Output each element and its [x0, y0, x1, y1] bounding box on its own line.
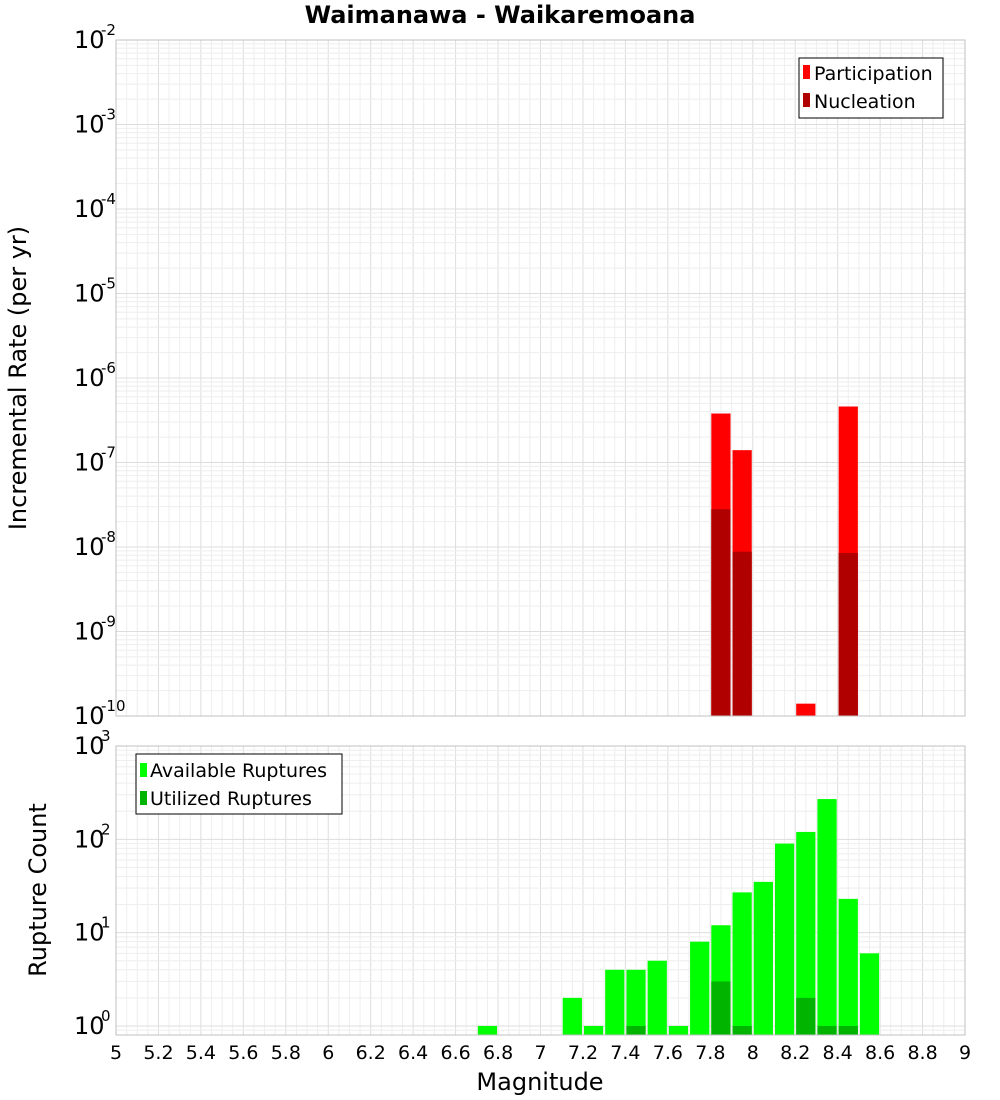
count-y-tick-label: 10: [74, 1012, 105, 1040]
rate-y-tick-exponent: -6: [101, 359, 116, 377]
count-y-axis-label: Rupture Count: [24, 803, 52, 977]
rate-bar-nucleation: [711, 509, 731, 716]
count-bar-utilized-ruptures: [711, 981, 731, 1035]
legend-swatch-utilized: [140, 791, 147, 805]
rate-bar-participation: [796, 703, 816, 716]
x-tick-label: 8.8: [907, 1042, 937, 1064]
x-tick-label: 8.6: [865, 1042, 895, 1064]
x-tick-label: 8.4: [823, 1042, 853, 1064]
rate-bar-nucleation: [732, 551, 752, 716]
count-bar-available-ruptures: [647, 960, 667, 1035]
x-tick-label: 5.6: [228, 1042, 258, 1064]
count-y-tick-label: 10: [74, 732, 105, 760]
rate-y-tick-label: 10: [74, 449, 105, 477]
rate-y-tick-label: 10: [74, 195, 105, 223]
x-tick-label: 5: [110, 1042, 122, 1064]
rate-y-tick-exponent: -5: [101, 275, 116, 293]
rate-gridlines: [115, 39, 966, 717]
count-bar-utilized-ruptures: [838, 1025, 858, 1035]
rate-y-tick-label: 10: [74, 618, 105, 646]
count-bar-available-ruptures: [796, 831, 816, 1035]
chart-title: Waimanawa - Waikaremoana: [305, 1, 696, 29]
legend-label-participation: Participation: [814, 63, 933, 85]
rate-y-tick-exponent: -8: [101, 528, 116, 546]
x-tick-label: 8: [747, 1042, 759, 1064]
legend-label-utilized: Utilized Ruptures: [150, 788, 312, 810]
rate-legend-box: [798, 57, 944, 119]
x-tick-label: 7.8: [695, 1042, 725, 1064]
rate-y-tick-exponent: -10: [101, 697, 126, 715]
legend-swatch-participation: [803, 65, 810, 79]
count-bar-utilized-ruptures: [817, 1025, 837, 1035]
rate-y-tick-label: 10: [74, 280, 105, 308]
rate-y-tick-label: 10: [74, 702, 105, 730]
count-bar-available-ruptures: [774, 843, 795, 1035]
count-bar-available-ruptures: [859, 953, 880, 1035]
count-bar-available-ruptures: [562, 997, 582, 1035]
count-bar-available-ruptures: [583, 1025, 604, 1035]
rate-y-tick-label: 10: [74, 364, 105, 392]
rate-y-tick-exponent: -2: [101, 21, 116, 39]
count-y-tick-exponent: 1: [101, 914, 111, 932]
x-axis-label: Magnitude: [476, 1068, 603, 1096]
rate-y-tick-label: 10: [74, 111, 105, 139]
count-bars: [477, 799, 880, 1035]
x-tick-label: 6.2: [356, 1042, 386, 1064]
x-tick-label: 6.4: [398, 1042, 428, 1064]
count-plot-frame: [115, 745, 966, 1036]
x-tick-label: 7.2: [568, 1042, 598, 1064]
x-tick-label: 9: [959, 1042, 971, 1064]
count-bar-available-ruptures: [838, 898, 858, 1035]
x-tick-label: 6: [322, 1042, 334, 1064]
count-legend: Available Ruptures Utilized Ruptures: [135, 753, 343, 815]
x-tick-label: 6.6: [440, 1042, 470, 1064]
count-bar-available-ruptures: [626, 969, 646, 1035]
count-bar-available-ruptures: [477, 1025, 498, 1035]
count-bar-utilized-ruptures: [732, 1025, 752, 1035]
count-bar-utilized-ruptures: [796, 997, 816, 1035]
count-y-tick-exponent: 2: [101, 820, 111, 838]
count-bar-available-ruptures: [732, 892, 752, 1035]
legend-swatch-nucleation: [803, 93, 810, 107]
count-legend-box: [135, 753, 343, 815]
legend-label-nucleation: Nucleation: [814, 91, 916, 113]
legend-swatch-available: [140, 763, 147, 777]
x-tick-label: 6.8: [483, 1042, 513, 1064]
rate-y-tick-label: 10: [74, 26, 105, 54]
count-bar-available-ruptures: [753, 881, 773, 1035]
x-tick-label: 5.8: [271, 1042, 301, 1064]
x-tick-label: 7.4: [610, 1042, 640, 1064]
legend-label-available: Available Ruptures: [150, 760, 327, 782]
x-tick-label: 7.6: [653, 1042, 683, 1064]
x-tick-label: 8.2: [780, 1042, 810, 1064]
count-y-tick-exponent: 0: [101, 1007, 111, 1025]
x-tick-label: 5.2: [143, 1042, 173, 1064]
count-bar-available-ruptures: [690, 941, 710, 1035]
rate-y-axis-label: Incremental Rate (per yr): [4, 226, 32, 530]
x-axis-ticks: 5 5.2 5.4 5.6 5.8 6 6.2 6.4 6.6 6.8 7 7.2 7.4 7.6 7.8 8…: [110, 1042, 971, 1064]
count-y-tick-label: 10: [74, 919, 105, 947]
rate-y-tick-label: 10: [74, 533, 105, 561]
rate-bar-nucleation: [838, 552, 858, 716]
count-bar-available-ruptures: [605, 969, 625, 1035]
x-tick-label: 7: [534, 1042, 546, 1064]
count-bar-available-ruptures: [817, 799, 837, 1035]
count-y-tick-label: 10: [74, 825, 105, 853]
rate-y-tick-exponent: -4: [101, 190, 116, 208]
rate-bars: [711, 406, 858, 716]
count-y-tick-exponent: 3: [101, 727, 111, 745]
rate-y-tick-exponent: -3: [101, 106, 116, 124]
count-bar-available-ruptures: [668, 1025, 689, 1035]
rate-plot-frame: [115, 39, 966, 717]
count-bar-utilized-ruptures: [626, 1025, 646, 1035]
rate-y-tick-exponent: -9: [101, 613, 116, 631]
rate-legend: Participation Nucleation: [798, 57, 944, 119]
rate-y-tick-exponent: -7: [101, 444, 116, 462]
x-tick-label: 5.4: [186, 1042, 216, 1064]
